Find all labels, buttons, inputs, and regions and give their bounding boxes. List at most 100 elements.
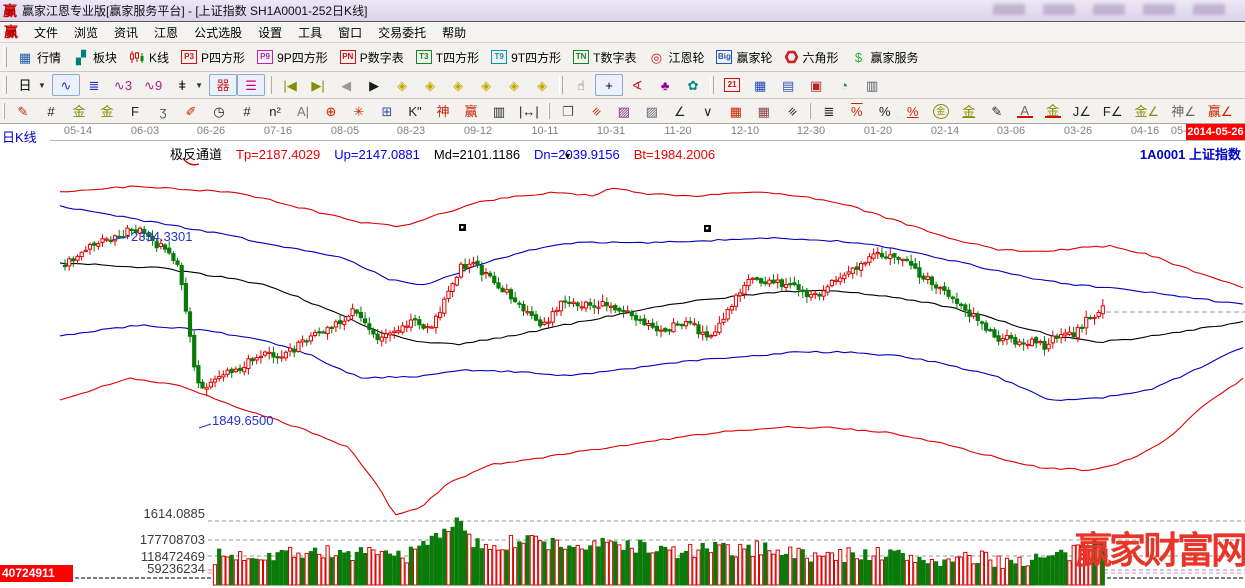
kline-chart-canvas[interactable] [0,124,1245,588]
grid-red-tool[interactable]: ▦ [722,100,750,122]
pen-tool[interactable]: ✎ [9,100,37,122]
zoom-horizontal[interactable]: ◈ [444,74,472,96]
channel-line-bt[interactable] [59,377,1244,516]
percent-tool[interactable]: % [871,100,899,122]
hexagon-button[interactable]: 六角形 [779,46,845,69]
print-tool[interactable]: ▥ [858,74,886,96]
pen2-tool[interactable]: ✎ [983,100,1011,122]
period-label[interactable]: 日K线 [2,130,37,145]
wave-3[interactable]: ∿3 [108,74,138,96]
page-next[interactable]: ▶ [360,74,388,96]
gold-line-tool[interactable]: 金 [955,100,983,122]
winner-wheel-button[interactable]: Big 赢家轮 [710,46,778,69]
shift-left[interactable]: ◈ [388,74,416,96]
angle-lines-tool[interactable]: ∠ [666,100,694,122]
menu-item-帮助[interactable]: 帮助 [442,25,467,40]
wave-9[interactable]: ∿9 [138,74,168,96]
sectors-button[interactable]: ▞ 板块 [67,46,123,69]
zigzag-tool[interactable]: ∨ [694,100,722,122]
pattern-overlay[interactable]: 器 [209,74,238,96]
candle-style-selector[interactable]: ǂ ▼ [168,74,209,96]
brush-tool[interactable]: ✐ [177,100,205,122]
calendar-tool[interactable]: 21 [718,75,746,95]
kline-button[interactable]: K线 [123,46,175,69]
channel-line-dn[interactable] [59,324,1244,401]
circle-cross-tool[interactable]: ⊕ [317,100,345,122]
t9-square-button[interactable]: T9 9T四方形 [485,46,567,69]
gann-tree-tool[interactable]: ♣ [651,74,679,96]
percent-line-tool[interactable]: % [843,100,871,122]
angle-measure-tool[interactable]: ∢ [623,74,651,96]
f-angle-tool[interactable]: F∠ [1097,100,1129,122]
info-panel[interactable]: ≣ [80,74,108,96]
histogram-tool[interactable]: ≣ [815,100,843,122]
grid2-tool[interactable]: # [233,100,261,122]
gold-sequence2-tool[interactable]: 金 [93,100,121,122]
dragon-tool[interactable]: ✿ [679,74,707,96]
width-measure-tool[interactable]: |↔| [513,100,545,122]
percent-red-tool[interactable]: % [899,100,927,122]
p-number-table-button[interactable]: PN P数字表 [334,46,410,69]
channel-line-up[interactable] [59,205,1244,305]
gold-angle-tool[interactable]: 金∠ [1129,100,1166,122]
k-mark-tool[interactable]: K" [401,100,429,122]
shift-right[interactable]: ◈ [416,74,444,96]
volume-histogram-toggle[interactable]: ☰ [237,74,266,96]
gold-circle-tool[interactable]: 金 [927,101,955,122]
symbol-label[interactable]: 1A0001 上证指数 [1139,147,1241,162]
menu-item-设置[interactable]: 设置 [258,25,283,40]
t-number-table-button[interactable]: TN T数字表 [567,46,642,69]
save-tool[interactable]: ▣ [802,74,830,96]
grid-arrow-tool[interactable]: ▦ [750,100,778,122]
chart-area[interactable]: 日K线 05-14 06-03 06-26 07-16 08-05 08-23 09-12 1… [0,124,1245,588]
indicator-name[interactable]: 极反通道 [170,147,223,162]
gann-fan-tool[interactable]: ≡ [582,100,610,122]
notes-tool[interactable]: ▤ [774,74,802,96]
t-square-button[interactable]: T3 T四方形 [410,46,485,69]
menu-item-资讯[interactable]: 资讯 [114,25,139,40]
four-angle-tool[interactable]: 四∠ [1239,100,1245,122]
compress-bars[interactable]: ◈ [472,74,500,96]
parallel-lines-tool[interactable]: ≡ [778,100,806,122]
quote-table-button[interactable]: ▦ 行情 [11,46,67,69]
shen-tool[interactable]: 神 [429,100,457,122]
a-wave-tool[interactable]: A [1011,101,1039,121]
menu-item-公式选股[interactable]: 公式选股 [194,25,243,40]
mirror-tool[interactable]: A| [289,100,317,122]
spiral-tool[interactable]: ʒ [149,100,177,122]
winner-service-button[interactable]: $ 赢家服务 [845,46,925,69]
ruler-123-tool[interactable]: ▥ [485,100,513,122]
web-update-tool[interactable]: ◔ [830,74,858,96]
p9-square-button[interactable]: P9 9P四方形 [251,46,334,69]
ying-angle-tool[interactable]: 赢∠ [1202,100,1239,122]
last-page[interactable]: ▶| [304,74,332,96]
menu-item-文件[interactable]: 文件 [34,25,59,40]
expand-bars[interactable]: ◈ [500,74,528,96]
fibonacci-tool[interactable]: F [121,100,149,122]
gold-sequence-tool[interactable]: 金 [65,100,93,122]
main-chart-toggle[interactable]: ∿ [51,74,80,96]
fan-box-gray-tool[interactable]: ▨ [638,100,666,122]
ying-tool[interactable]: 赢 [457,100,485,122]
gold-underline-tool[interactable]: 金 [1039,101,1067,121]
fit-all[interactable]: ◈ [528,74,556,96]
shen-angle-tool[interactable]: 神∠ [1165,100,1202,122]
period-day-selector[interactable]: 日 ▼ [11,74,52,96]
menu-item-交易委托[interactable]: 交易委托 [378,25,427,40]
fan-box-purple-tool[interactable]: ▨ [610,100,638,122]
hand-tool[interactable]: ☝ [567,74,595,96]
gann-wheel-button[interactable]: ◎ 江恩轮 [642,46,710,69]
j-angle-tool[interactable]: J∠ [1067,100,1097,122]
channel-line-tp[interactable] [59,185,1244,289]
rect-select-tool[interactable]: ❐ [554,100,582,122]
menu-item-窗口[interactable]: 窗口 [338,25,363,40]
time-cycle-tool[interactable]: ◷ [205,100,233,122]
channel-line-md[interactable] [59,262,1244,346]
calculator-tool[interactable]: ▦ [746,74,774,96]
menu-item-工具[interactable]: 工具 [298,25,323,40]
menu-item-江恩[interactable]: 江恩 [154,25,179,40]
page-prev[interactable]: ◀ [332,74,360,96]
first-page[interactable]: |◀ [276,74,304,96]
web-grid-tool[interactable]: ⊞ [373,100,401,122]
menu-item-浏览[interactable]: 浏览 [74,25,99,40]
